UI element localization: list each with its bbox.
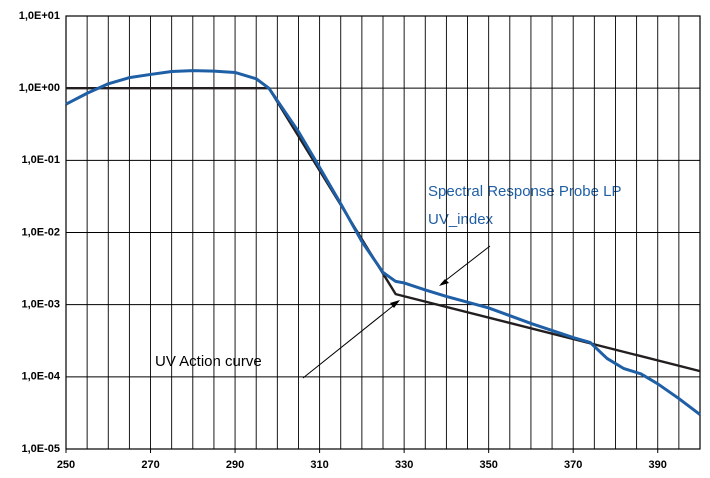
y-tick-label: 1,0E+00 <box>19 82 60 94</box>
x-tick-label: 250 <box>57 459 75 471</box>
arrow <box>302 301 399 379</box>
plot-frame <box>65 15 701 450</box>
x-tick-label: 350 <box>479 459 497 471</box>
x-tick-label: 270 <box>141 459 159 471</box>
series-line <box>65 69 701 416</box>
y-tick-label: 1,0E-02 <box>21 226 60 238</box>
x-tick-label: 310 <box>310 459 328 471</box>
x-tick-label: 390 <box>649 459 667 471</box>
y-tick-label: 1,0E-03 <box>21 299 60 311</box>
series-label: UV Action curve <box>155 353 262 370</box>
x-tick-label: 290 <box>226 459 244 471</box>
arrow-head <box>439 279 449 286</box>
series-label: Spectral Response Probe LP <box>428 183 621 200</box>
arrow-head <box>390 300 400 308</box>
x-tick-label: 330 <box>395 459 413 471</box>
x-tick-label: 370 <box>564 459 582 471</box>
annotation: UV_index <box>428 211 494 228</box>
y-tick-label: 1,0E-04 <box>21 371 60 383</box>
y-tick-label: 1,0E+01 <box>19 10 60 22</box>
y-tick-label: 1,0E-05 <box>21 443 60 455</box>
arrow <box>440 245 491 285</box>
grid <box>65 15 701 450</box>
y-tick-label: 1,0E-01 <box>21 154 60 166</box>
